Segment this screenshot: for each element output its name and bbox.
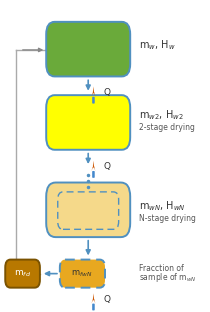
FancyBboxPatch shape: [46, 22, 130, 76]
Text: N-stage drying: N-stage drying: [139, 214, 196, 223]
Text: sample of m$_{wN}$: sample of m$_{wN}$: [139, 271, 196, 284]
FancyBboxPatch shape: [5, 260, 40, 288]
Text: Q: Q: [104, 295, 111, 304]
Polygon shape: [92, 161, 95, 171]
Text: 2-stage drying: 2-stage drying: [139, 124, 194, 132]
Text: m$_{fwN}$: m$_{fwN}$: [71, 268, 93, 279]
Text: m$_{w}$, H$_{w}$: m$_{w}$, H$_{w}$: [139, 38, 175, 52]
FancyBboxPatch shape: [46, 183, 130, 237]
FancyBboxPatch shape: [92, 304, 95, 310]
Text: Fracction of: Fracction of: [139, 264, 183, 273]
FancyBboxPatch shape: [46, 95, 130, 150]
FancyBboxPatch shape: [92, 171, 95, 178]
Text: m$_{wN}$, H$_{wN}$: m$_{wN}$, H$_{wN}$: [139, 199, 185, 213]
Polygon shape: [92, 293, 95, 304]
Text: Q: Q: [104, 163, 111, 171]
FancyBboxPatch shape: [92, 97, 95, 104]
Text: Q: Q: [104, 88, 111, 97]
Text: m$_{fd}$: m$_{fd}$: [14, 268, 31, 279]
FancyBboxPatch shape: [60, 260, 105, 288]
Text: m$_{w2}$, H$_{w2}$: m$_{w2}$, H$_{w2}$: [139, 109, 183, 122]
Polygon shape: [92, 86, 95, 97]
